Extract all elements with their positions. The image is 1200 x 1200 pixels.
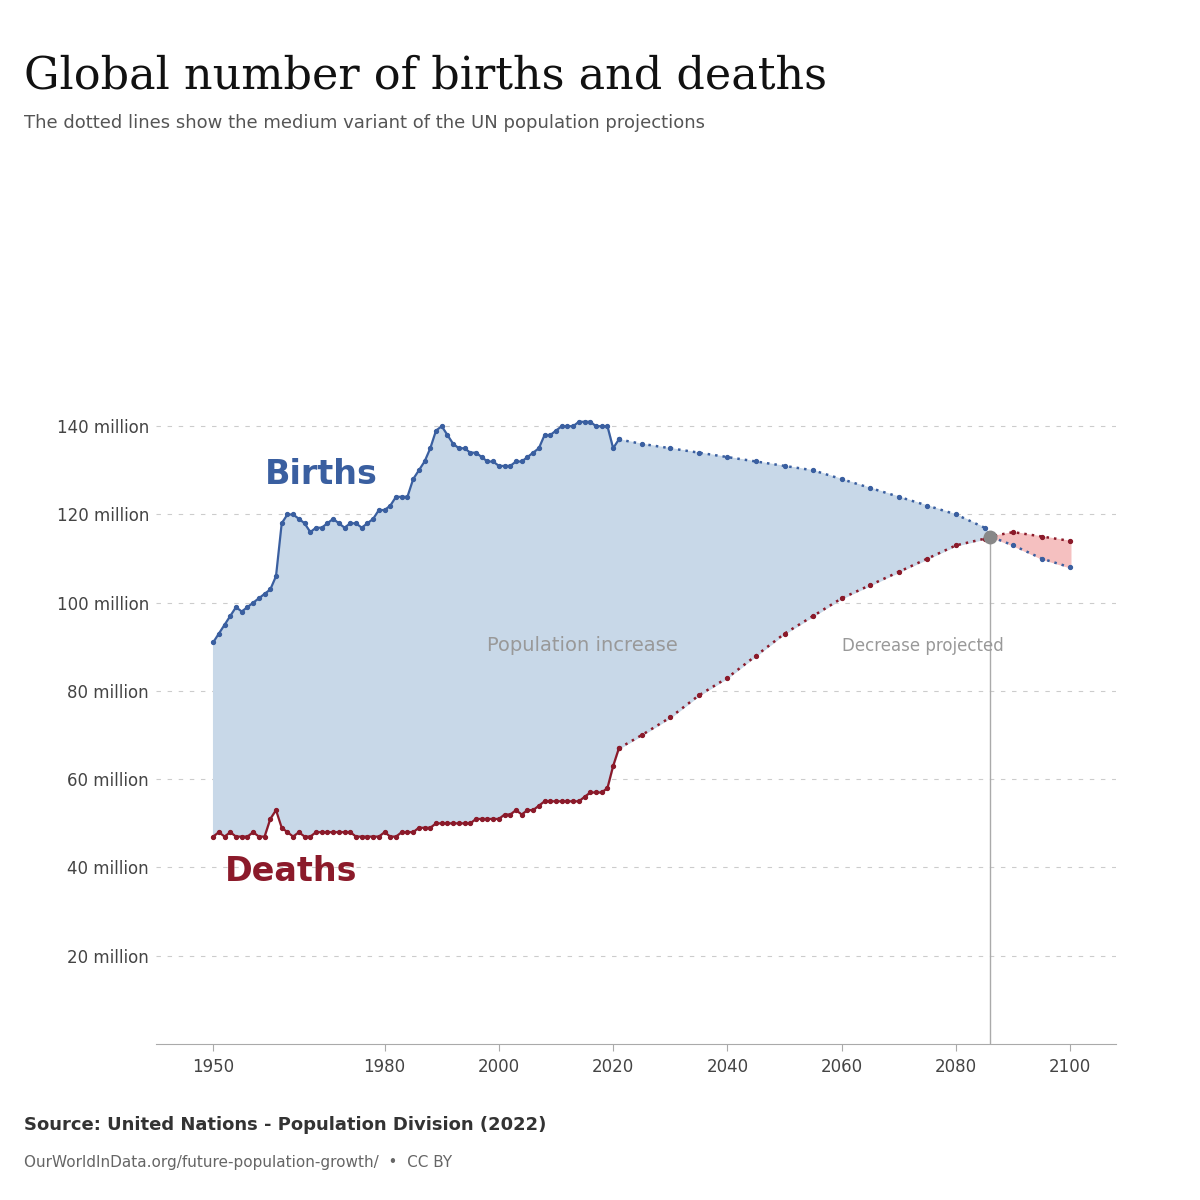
Text: Global number of births and deaths: Global number of births and deaths: [24, 54, 827, 97]
Text: The dotted lines show the medium variant of the UN population projections: The dotted lines show the medium variant…: [24, 114, 706, 132]
Text: OurWorldInData.org/future-population-growth/  •  CC BY: OurWorldInData.org/future-population-gro…: [24, 1154, 452, 1170]
Text: Deaths: Deaths: [224, 854, 358, 888]
Text: Population increase: Population increase: [487, 636, 678, 655]
Text: Our World
in Data: Our World in Data: [967, 60, 1103, 115]
Text: Births: Births: [264, 457, 378, 491]
Text: Decrease projected: Decrease projected: [841, 637, 1003, 655]
Text: Source: United Nations - Population Division (2022): Source: United Nations - Population Divi…: [24, 1116, 546, 1134]
